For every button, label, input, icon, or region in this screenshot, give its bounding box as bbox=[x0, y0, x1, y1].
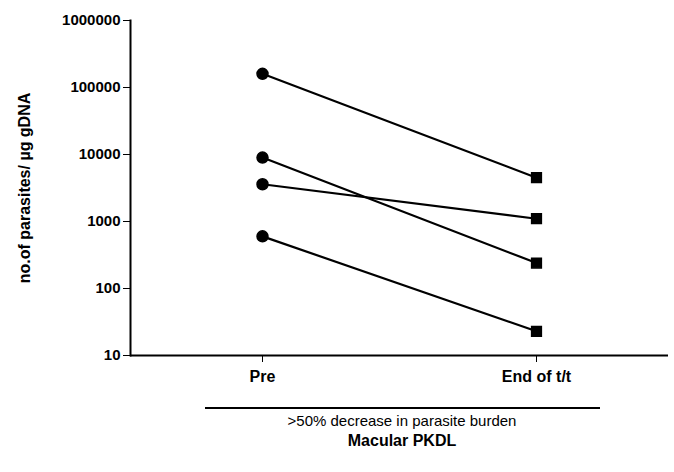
svg-text:Pre: Pre bbox=[250, 368, 276, 385]
svg-text:100000: 100000 bbox=[70, 78, 120, 95]
svg-text:no.of parasites/ µg gDNA: no.of parasites/ µg gDNA bbox=[16, 92, 33, 283]
svg-text:1000000: 1000000 bbox=[62, 11, 120, 28]
svg-text:End of t/t: End of t/t bbox=[502, 368, 572, 385]
svg-text:>50% decrease in parasite burd: >50% decrease in parasite burden bbox=[288, 412, 517, 429]
svg-text:100: 100 bbox=[95, 279, 120, 296]
svg-text:10000: 10000 bbox=[79, 145, 121, 162]
svg-text:Macular PKDL: Macular PKDL bbox=[348, 432, 457, 449]
svg-text:10: 10 bbox=[104, 346, 121, 363]
svg-text:1000: 1000 bbox=[87, 212, 120, 229]
